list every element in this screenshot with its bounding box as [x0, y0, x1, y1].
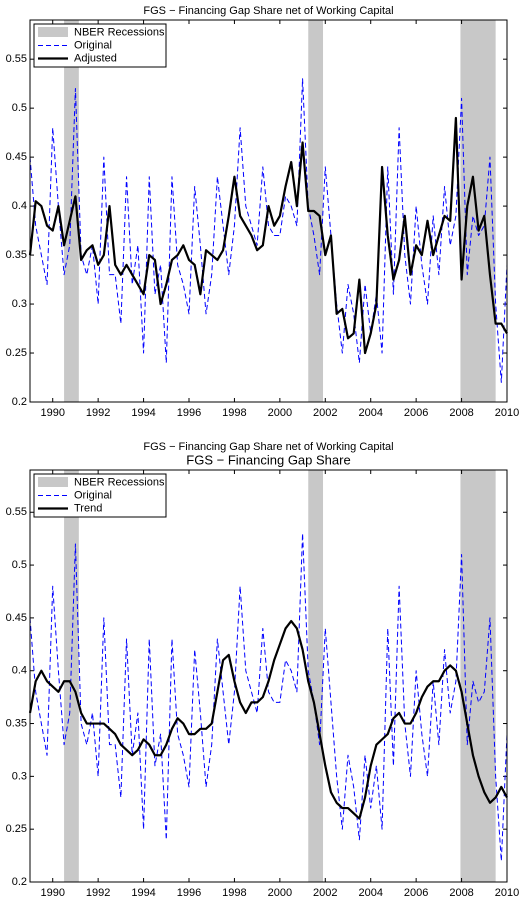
y-tick-label: 0.45 [6, 612, 27, 624]
x-tick-label: 2006 [404, 887, 428, 899]
x-tick-label: 2002 [313, 887, 337, 899]
series-line [29, 532, 508, 862]
y-tick-label: 0.3 [12, 298, 27, 310]
x-tick-label: 1992 [86, 887, 110, 899]
legend-swatch [38, 477, 68, 487]
x-tick-label: 1994 [131, 887, 155, 899]
y-tick-label: 0.3 [12, 770, 27, 782]
legend-label: Original [74, 39, 112, 51]
y-tick-label: 0.35 [6, 717, 27, 729]
x-tick-label: 1990 [40, 887, 64, 899]
x-tick-label: 1998 [222, 407, 246, 419]
x-tick-label: 2000 [268, 407, 292, 419]
y-tick-label: 0.4 [12, 665, 27, 677]
y-tick-label: 0.2 [12, 396, 27, 408]
recession-band [64, 470, 79, 882]
x-tick-label: 1994 [131, 407, 155, 419]
x-tick-label: 2002 [313, 407, 337, 419]
x-tick-label: 2000 [268, 887, 292, 899]
x-tick-label: 1992 [86, 407, 110, 419]
x-tick-label: 1996 [177, 407, 201, 419]
x-tick-label: 2004 [358, 407, 382, 419]
legend-label: Trend [74, 502, 102, 514]
y-tick-label: 0.2 [12, 876, 27, 888]
x-tick-label: 2008 [449, 407, 473, 419]
recession-band [308, 20, 324, 402]
series-line [28, 619, 508, 820]
y-tick-label: 0.55 [6, 506, 27, 518]
y-tick-label: 0.35 [6, 249, 27, 261]
legend-label: NBER Recessions [74, 26, 165, 38]
y-tick-label: 0.4 [12, 200, 27, 212]
x-tick-label: 2008 [449, 887, 473, 899]
legend-label: Original [74, 489, 112, 501]
y-tick-label: 0.25 [6, 347, 27, 359]
chart-title: FGS − Financing Gap Share net of Working… [143, 5, 393, 17]
series-line [29, 78, 508, 383]
y-tick-label: 0.25 [6, 823, 27, 835]
y-tick-label: 0.5 [12, 559, 27, 571]
x-tick-label: 2010 [495, 887, 519, 899]
recession-band [308, 470, 324, 882]
recession-band [460, 20, 496, 402]
y-tick-label: 0.45 [6, 151, 27, 163]
y-tick-label: 0.55 [6, 53, 27, 65]
x-tick-label: 2010 [495, 407, 519, 419]
x-tick-label: 1998 [222, 887, 246, 899]
x-tick-label: 1990 [40, 407, 64, 419]
chart-title: FGS − Financing Gap Share [186, 452, 350, 467]
legend-label: Adjusted [74, 52, 117, 64]
plot-frame [29, 19, 508, 403]
series-line [28, 116, 508, 355]
x-tick-label: 2004 [358, 887, 382, 899]
legend-swatch [38, 27, 68, 37]
recession-band [460, 470, 496, 882]
y-tick-label: 0.5 [12, 102, 27, 114]
legend-label: NBER Recessions [74, 476, 165, 488]
chart-subtitle: FGS − Financing Gap Share net of Working… [143, 441, 393, 453]
plot-frame [29, 469, 508, 883]
x-tick-label: 1996 [177, 887, 201, 899]
x-tick-label: 2006 [404, 407, 428, 419]
